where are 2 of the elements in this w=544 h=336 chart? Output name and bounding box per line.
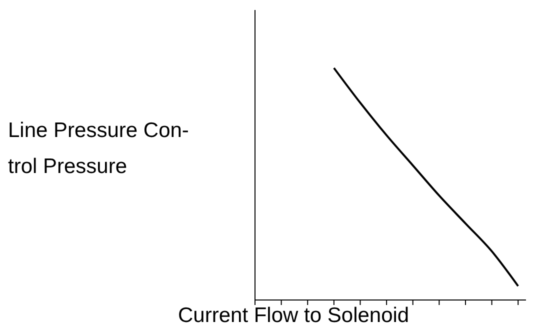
y-axis-title: Line Pressure Con- trol Pressure: [8, 118, 189, 180]
x-axis-title: Current Flow to Solenoid: [178, 304, 410, 328]
